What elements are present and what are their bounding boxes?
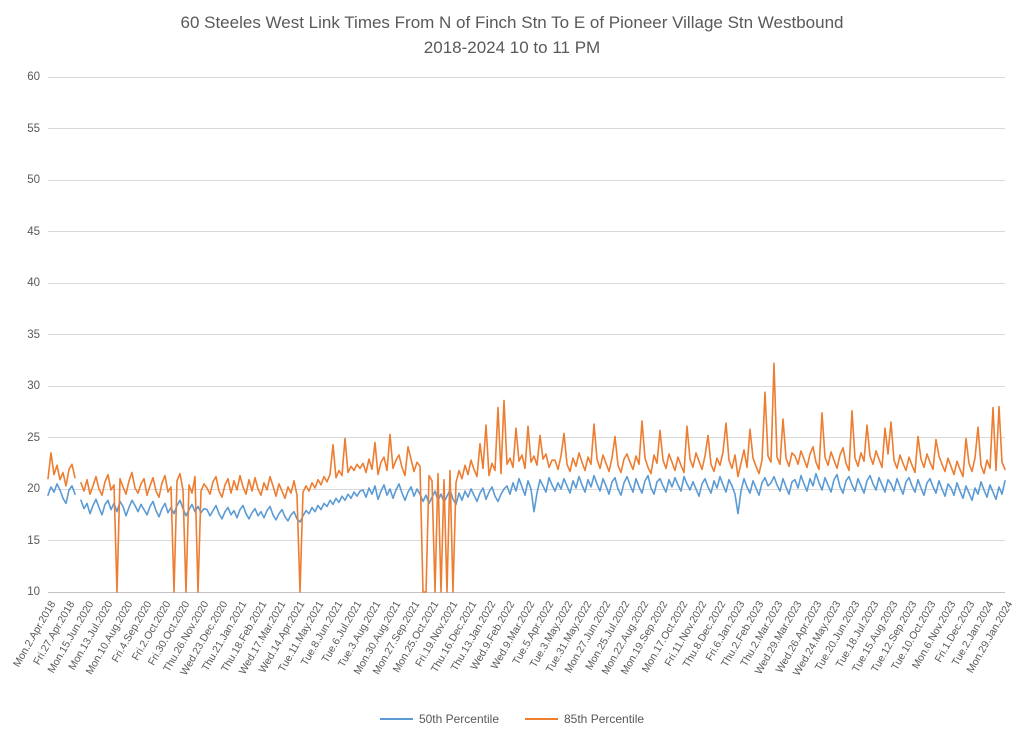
gridline [48, 385, 1005, 387]
y-axis-tick-label: 60 [27, 71, 40, 83]
gridline [48, 591, 1005, 593]
y-axis-tick-label: 55 [27, 122, 40, 135]
gridline [48, 128, 1005, 129]
y-axis-tick-label: 30 [27, 380, 40, 392]
gridline [48, 231, 1005, 232]
y-axis-tick-label: 50 [27, 174, 40, 186]
gridline [48, 179, 1005, 181]
legend-item-50th-percentile: 50th Percentile [379, 712, 499, 726]
legend-label-50th: 50th Percentile [418, 712, 499, 726]
gridline [48, 488, 1005, 490]
y-axis-tick-label: 15 [27, 534, 40, 547]
gridline [48, 437, 1005, 438]
series-line-50th-percentile [47, 472, 1006, 523]
chart-title-line1: 60 Steeles West Link Times From N of Fin… [180, 13, 844, 32]
gridline [48, 334, 1005, 335]
legend-line-sample-blue [379, 717, 413, 721]
gridline [48, 282, 1005, 284]
legend-item-85th-percentile: 85th Percentile [525, 712, 644, 726]
gridline [48, 540, 1005, 541]
legend-line-sample-orange [525, 717, 558, 721]
y-axis-tick-label: 45 [27, 225, 40, 238]
legend-label-85th: 85th Percentile [564, 712, 645, 726]
y-axis-tick-label: 25 [27, 431, 40, 444]
legend: 50th Percentile 85th Percentile [0, 712, 1024, 726]
y-axis-tick-label: 10 [27, 586, 40, 598]
chart-title: 60 Steeles West Link Times From N of Fin… [0, 10, 1024, 60]
chart-title-line2: 2018-2024 10 to 11 PM [423, 38, 601, 57]
y-axis-tick-label: 40 [27, 277, 40, 289]
series-line-85th-percentile [47, 362, 1006, 593]
y-axis-tick-label: 35 [27, 328, 40, 341]
y-axis-tick-label: 20 [27, 483, 40, 495]
gridline [48, 76, 1005, 78]
